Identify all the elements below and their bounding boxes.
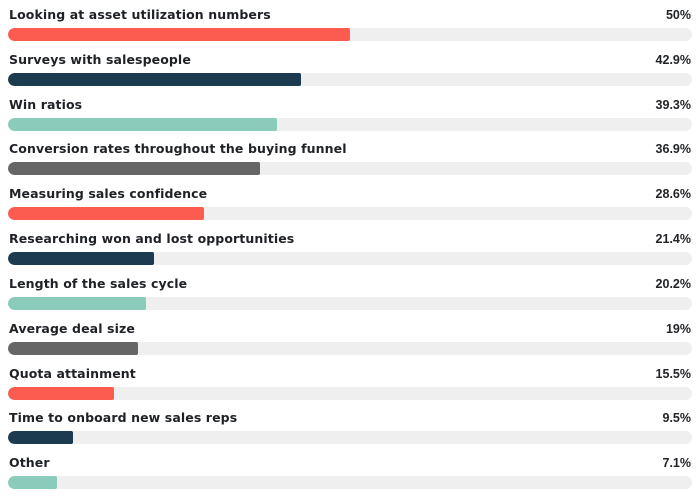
bar-label: Other (9, 455, 50, 471)
bar-row: Time to onboard new sales reps 9.5% (8, 410, 692, 455)
bar-label: Surveys with salespeople (9, 51, 191, 67)
bar-value: 42.9% (655, 52, 691, 67)
bar-value: 50% (665, 8, 691, 22)
bar-row: Conversion rates throughout the buying f… (8, 141, 692, 186)
bar-row: Other 7.1% (8, 455, 692, 500)
bar-row-header: Length of the sales cycle 20.2% (8, 276, 692, 293)
bar-fill (8, 207, 204, 221)
bar-row-header: Measuring sales confidence 28.6% (8, 186, 692, 203)
bar-value: 9.5% (662, 411, 692, 426)
bar-value: 36.9% (655, 142, 691, 157)
bar-row-header: Quota attainment 15.5% (8, 366, 692, 383)
bar-row: Researching won and lost opportunities 2… (8, 231, 692, 276)
bar-row-header: Researching won and lost opportunities 2… (8, 231, 692, 248)
bar-value: 15.5% (655, 366, 691, 381)
bar-track (8, 72, 692, 86)
bar-track (8, 207, 692, 221)
bar-value: 20.2% (655, 276, 691, 291)
bar-label: Time to onboard new sales reps (9, 410, 238, 426)
bar-fill (8, 252, 155, 266)
bar-label: Measuring sales confidence (9, 186, 208, 202)
bar-label: Quota attainment (9, 365, 136, 381)
bar-row: Length of the sales cycle 20.2% (8, 276, 692, 321)
bar-label: Looking at asset utilization numbers (9, 7, 271, 22)
bar-row-header: Win ratios 39.3% (8, 97, 692, 114)
bar-label: Conversion rates throughout the buying f… (9, 141, 347, 157)
bar-fill (8, 162, 261, 176)
bar-row: Looking at asset utilization numbers 50% (8, 7, 692, 52)
bar-row: Quota attainment 15.5% (8, 366, 692, 411)
bar-row-header: Average deal size 19% (8, 321, 692, 338)
bar-value: 39.3% (655, 97, 691, 112)
bar-fill (8, 28, 350, 41)
bar-track (8, 162, 692, 176)
bar-label: Average deal size (9, 320, 135, 336)
bar-row: Surveys with salespeople 42.9% (8, 52, 692, 97)
bar-row: Measuring sales confidence 28.6% (8, 186, 692, 231)
bar-track (8, 476, 692, 490)
bar-fill (8, 117, 277, 131)
bar-value: 19% (665, 321, 691, 336)
bar-row: Average deal size 19% (8, 321, 692, 366)
bar-fill (8, 72, 302, 86)
bar-fill (8, 341, 138, 355)
bar-row-header: Surveys with salespeople 42.9% (8, 52, 692, 69)
bar-row-header: Other 7.1% (8, 455, 692, 472)
bar-fill (8, 476, 57, 490)
bar-track (8, 341, 692, 355)
bar-track (8, 252, 692, 266)
bar-row: Win ratios 39.3% (8, 97, 692, 142)
bar-label: Win ratios (9, 96, 83, 112)
bar-track (8, 296, 692, 310)
bar-row-header: Looking at asset utilization numbers 50% (8, 7, 692, 24)
bar-label: Researching won and lost opportunities (9, 231, 295, 247)
bar-fill (8, 296, 147, 310)
bar-track (8, 386, 692, 400)
bar-value: 28.6% (655, 187, 691, 202)
bar-value: 7.1% (662, 456, 692, 471)
bar-row-header: Time to onboard new sales reps 9.5% (8, 410, 692, 427)
bar-track (8, 117, 692, 131)
bar-row-header: Conversion rates throughout the buying f… (8, 141, 692, 158)
bar-fill (8, 431, 73, 445)
bar-track (8, 28, 692, 41)
bar-label: Length of the sales cycle (9, 275, 188, 291)
bar-track (8, 431, 692, 445)
bar-value: 21.4% (655, 232, 691, 247)
bar-fill (8, 386, 115, 400)
